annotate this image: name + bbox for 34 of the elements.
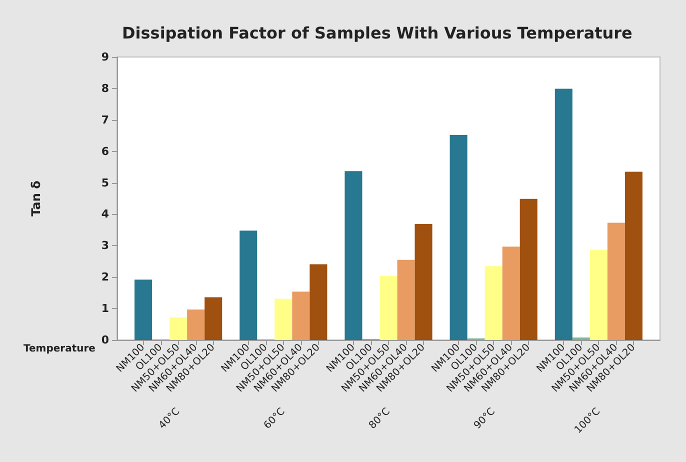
y-tick-label: 8 [101,82,109,95]
y-tick-label: 6 [101,144,110,158]
bar [240,230,258,340]
bar [344,171,362,340]
bar [502,246,520,340]
y-tick-label: 4 [101,208,110,221]
y-tick-label: 0 [101,334,110,346]
y-tick-label: 9 [101,50,109,64]
bar [607,222,625,340]
bar [292,292,310,340]
y-tick-label: 5 [101,176,109,190]
bar [170,317,188,340]
y-axis-title: Tan δ [29,180,43,216]
bar [484,266,502,340]
bar [187,310,205,340]
x-axis-title: Temperature [24,344,96,354]
bar [624,172,642,340]
y-tick-label: 3 [101,239,109,252]
bar [204,297,222,340]
bar [590,250,608,340]
bar [414,224,432,340]
chart-title: Dissipation Factor of Samples With Various Temperature [122,24,633,42]
bar [134,280,152,340]
bar [450,134,468,340]
bar [572,337,590,340]
y-tick-label: 1 [101,302,109,316]
bar [554,88,572,340]
bar [380,276,398,340]
bar [310,264,328,340]
bar [520,198,538,340]
bar [274,298,292,340]
bar [397,260,415,340]
y-tick-label: 2 [101,270,109,284]
y-tick-label: 7 [101,113,109,126]
